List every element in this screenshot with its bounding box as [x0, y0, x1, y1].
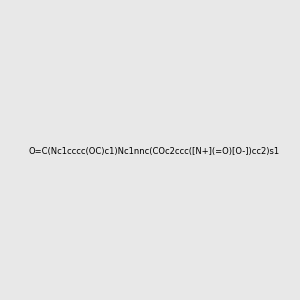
Text: O=C(Nc1cccc(OC)c1)Nc1nnc(COc2ccc([N+](=O)[O-])cc2)s1: O=C(Nc1cccc(OC)c1)Nc1nnc(COc2ccc([N+](=O… [28, 147, 279, 156]
